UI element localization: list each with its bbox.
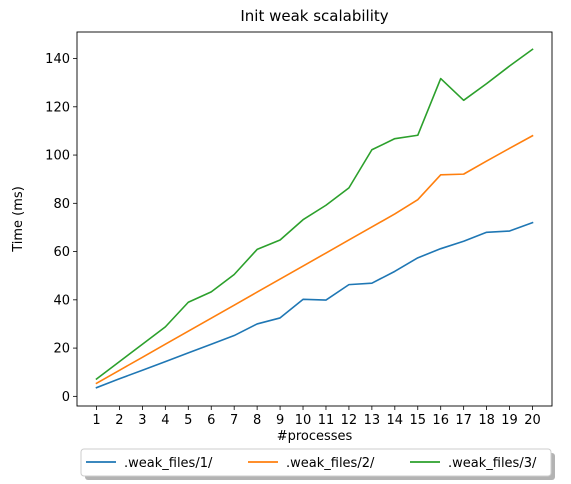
y-tick-label: 140 [45, 52, 70, 67]
x-tick-label: 14 [387, 413, 404, 428]
y-tick-label: 120 [45, 100, 70, 115]
x-tick-label: 13 [364, 413, 381, 428]
x-tick-label: 16 [432, 413, 449, 428]
axes-frame [76, 31, 553, 407]
x-tick-label: 11 [318, 413, 335, 428]
legend: .weak_files/1/ .weak_files/2/ .weak_files/… [80, 448, 555, 480]
x-tick-label: 6 [207, 413, 215, 428]
y-axis-label: Time (ms) [11, 186, 26, 253]
series-lines [95, 48, 534, 389]
chart-title: Init weak scalability [240, 7, 388, 25]
x-tick-label: 2 [115, 413, 123, 428]
x-tick-label: 10 [295, 413, 312, 428]
y-tick-label: 60 [53, 245, 70, 260]
x-axis-label: #processes [277, 429, 353, 444]
x-tick-label: 12 [341, 413, 358, 428]
series-line-3 [95, 48, 534, 381]
legend-box [80, 448, 552, 477]
x-tick-label: 7 [230, 413, 238, 428]
legend-items: .weak_files/1/ .weak_files/2/ .weak_files/… [86, 456, 537, 471]
x-tick-label: 4 [161, 413, 169, 428]
x-tick-label: 9 [276, 413, 284, 428]
x-tick-label: 8 [253, 413, 261, 428]
y-tick-label: 80 [53, 197, 70, 212]
x-tick-label: 1 [92, 413, 100, 428]
legend-label-1: .weak_files/1/ [124, 456, 213, 471]
series-line-1 [95, 221, 534, 389]
x-tick-label: 18 [478, 413, 495, 428]
x-tick-label: 15 [409, 413, 426, 428]
y-tick-label: 20 [53, 342, 70, 357]
x-tick-label: 20 [524, 413, 541, 428]
y-axis-ticks: 0 20 40 60 80 100 120 140 [45, 52, 77, 405]
x-tick-label: 3 [138, 413, 146, 428]
y-tick-label: 0 [62, 390, 70, 405]
legend-label-3: .weak_files/3/ [448, 456, 537, 471]
y-tick-label: 40 [53, 293, 70, 308]
series-line-2 [95, 134, 534, 385]
x-tick-label: 19 [501, 413, 518, 428]
x-tick-label: 5 [184, 413, 192, 428]
legend-label-2: .weak_files/2/ [286, 456, 375, 471]
x-tick-label: 17 [455, 413, 472, 428]
x-axis-ticks: 1 2 3 4 5 6 7 8 9 10 11 12 13 14 15 16 17 18 19 20 [92, 406, 541, 428]
y-tick-label: 100 [45, 149, 70, 164]
